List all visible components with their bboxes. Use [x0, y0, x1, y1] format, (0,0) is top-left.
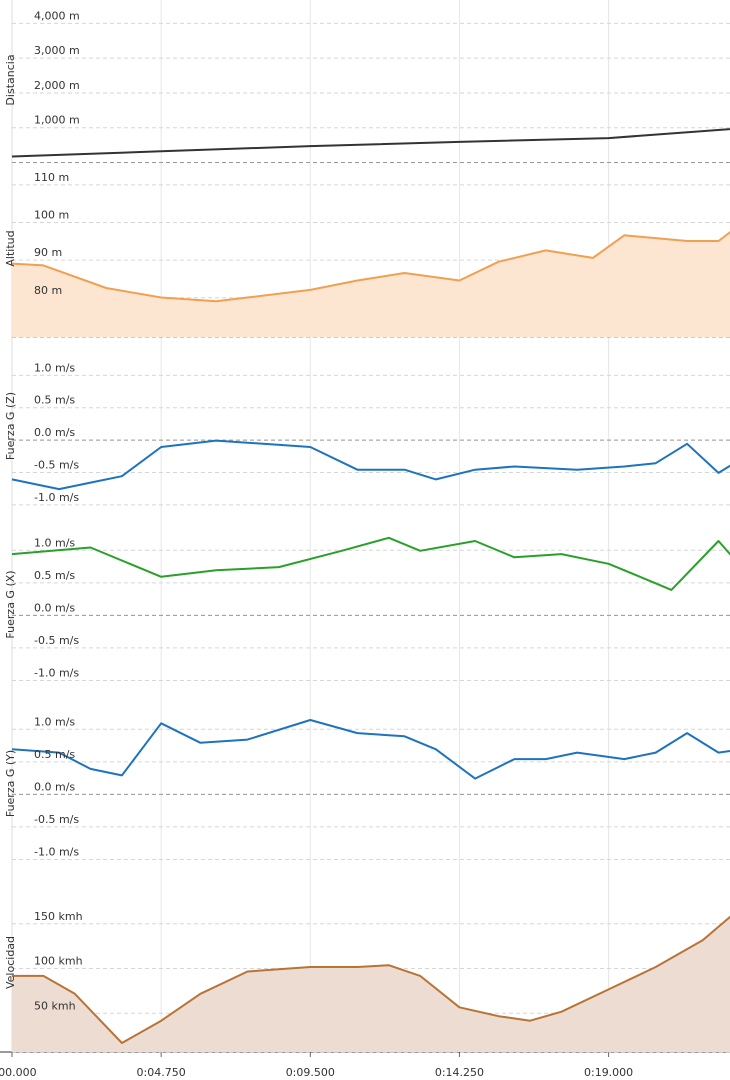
series-line: [12, 915, 730, 1044]
y-tick-label: 50 kmh: [34, 999, 76, 1012]
y-tick-label: -1.0 m/s: [34, 845, 79, 858]
y-tick-label: 1.0 m/s: [34, 715, 75, 728]
x-tick-label: 0:14.250: [435, 1066, 484, 1079]
y-tick-label: 0.0 m/s: [34, 601, 75, 614]
y-tick-label: -0.5 m/s: [34, 634, 79, 647]
y-tick-label: 1,000 m: [34, 114, 80, 127]
series-line: [11, 128, 730, 158]
y-axis-label: Velocidad: [4, 936, 17, 989]
y-tick-label: 4,000 m: [34, 9, 80, 22]
grid-layer: [0, 0, 730, 1057]
y-tick-label: -1.0 m/s: [34, 666, 79, 679]
y-tick-label: -0.5 m/s: [34, 813, 79, 826]
label-layer: 0:00.000 0:04.750 0:09.500 0:14.250 0:19.000…: [0, 9, 633, 1079]
y-tick-label: 110 m: [34, 171, 69, 184]
x-tick-label: 0:09.500: [286, 1066, 335, 1079]
y-tick-label: 0.5 m/s: [34, 569, 75, 582]
y-tick-label: 1.0 m/s: [34, 536, 75, 549]
y-tick-label: 100 kmh: [34, 955, 83, 968]
y-tick-label: 0.0 m/s: [34, 426, 75, 439]
y-tick-label: 3,000 m: [34, 44, 80, 57]
y-tick-label: 90 m: [34, 246, 62, 259]
y-tick-label: 80 m: [34, 284, 62, 297]
x-tick-label: 0:19.000: [584, 1066, 633, 1079]
y-tick-label: 2,000 m: [34, 79, 80, 92]
y-axis-label: Distancia: [4, 54, 17, 105]
y-tick-label: 0.5 m/s: [34, 748, 75, 761]
x-tick-label: 0:04.750: [137, 1066, 186, 1079]
series-line: [11, 231, 730, 303]
y-tick-label: 0.0 m/s: [34, 780, 75, 793]
y-axis-label: Fuerza G (X): [4, 570, 17, 638]
series-line: [11, 536, 730, 591]
y-tick-label: -1.0 m/s: [34, 491, 79, 504]
x-tick-label: 0:00.000: [0, 1066, 37, 1079]
y-tick-label: -0.5 m/s: [34, 458, 79, 471]
area-fill: [12, 232, 730, 337]
y-axis-label: Fuerza G (Z): [4, 392, 17, 460]
y-axis-label: Altitud: [4, 230, 17, 266]
area-fill: [12, 916, 730, 1052]
y-tick-label: 1.0 m/s: [34, 361, 75, 374]
y-tick-label: 100 m: [34, 208, 69, 221]
series-layer: [11, 128, 730, 1052]
series-line: [11, 439, 730, 491]
y-axis-label: Fuerza G (Y): [4, 750, 17, 817]
y-tick-label: 150 kmh: [34, 910, 83, 923]
y-tick-label: 0.5 m/s: [34, 394, 75, 407]
series-line: [11, 719, 730, 780]
